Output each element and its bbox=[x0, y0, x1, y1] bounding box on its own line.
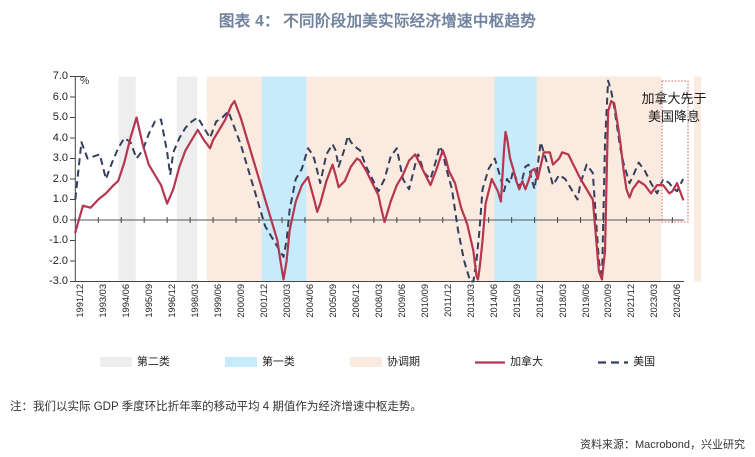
svg-text:加拿大先于: 加拿大先于 bbox=[641, 91, 706, 106]
svg-text:%: % bbox=[80, 75, 89, 87]
svg-text:美国降息: 美国降息 bbox=[648, 109, 700, 124]
